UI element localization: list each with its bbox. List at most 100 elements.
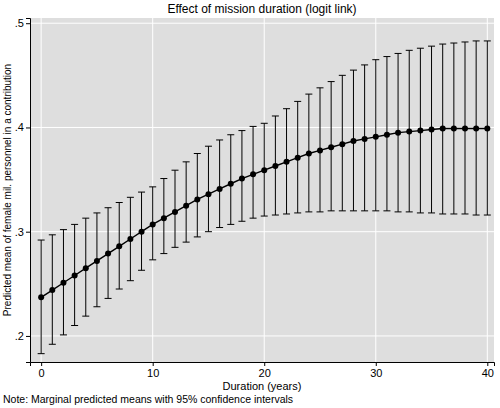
error-bar-cap: [205, 146, 212, 147]
marker: [306, 151, 312, 157]
error-bar-cap: [116, 202, 123, 203]
marker: [60, 280, 66, 286]
error-bar-cap: [317, 87, 324, 88]
y-tick: .4: [15, 121, 30, 133]
error-bar-cap: [216, 227, 223, 228]
error-bar: [439, 44, 446, 214]
error-bar: [82, 218, 89, 316]
marker: [38, 294, 44, 300]
error-bar-cap: [372, 59, 379, 60]
error-bar-cap: [149, 186, 156, 187]
error-bar-cap: [439, 44, 446, 45]
error-bar-cap: [194, 153, 201, 154]
x-tick-label: 30: [370, 367, 382, 379]
marker: [317, 147, 323, 153]
error-bar-cap: [305, 94, 312, 95]
x-tick: 10: [147, 362, 159, 379]
x-tick-label: 40: [482, 367, 494, 379]
error-bar-cap: [372, 210, 379, 211]
error-bar-cap: [49, 234, 56, 235]
error-bar: [272, 116, 279, 215]
error-bar: [484, 41, 491, 215]
x-tick: 20: [259, 362, 271, 379]
error-bar-cap: [428, 46, 435, 47]
error-bar-cap: [82, 316, 89, 317]
marker: [217, 186, 223, 192]
error-bar: [138, 192, 145, 270]
marker: [183, 203, 189, 209]
y-tick-mark: [26, 23, 30, 24]
error-bar-cap: [93, 306, 100, 307]
error-bar-cap: [149, 259, 156, 260]
error-bar-cap: [160, 178, 167, 179]
error-bar: [149, 187, 156, 260]
title: Effect of mission duration (logit link): [167, 2, 356, 16]
error-bar: [60, 230, 67, 335]
error-bar-cap: [305, 211, 312, 212]
error-bar-stem: [186, 162, 187, 242]
error-bar-cap: [250, 218, 257, 219]
error-bar: [194, 154, 201, 237]
error-bar-cap: [272, 115, 279, 116]
marker: [295, 155, 301, 161]
marker: [328, 144, 334, 150]
error-bar: [339, 75, 346, 211]
error-bar: [450, 43, 457, 214]
grid: [30, 18, 494, 362]
plot-data: [38, 41, 491, 354]
error-bar-cap: [105, 298, 112, 299]
marker: [350, 138, 356, 144]
error-bar: [395, 53, 402, 211]
error-bar-cap: [93, 212, 100, 213]
error-bar-cap: [328, 210, 335, 211]
error-bar-cap: [294, 101, 301, 102]
error-bar-cap: [127, 197, 134, 198]
y-tick-mark: [26, 336, 30, 337]
error-bar: [38, 240, 45, 354]
plot-background: [30, 18, 494, 362]
error-bar-cap: [473, 215, 480, 216]
error-bar-cap: [395, 211, 402, 212]
x-tick-label: 10: [147, 367, 159, 379]
marker: [94, 258, 100, 264]
error-bar-cap: [71, 325, 78, 326]
x-axis-title: Duration (years): [223, 380, 302, 392]
error-bar-cap: [250, 126, 257, 127]
error-bar: [383, 57, 390, 211]
error-bar-stem: [197, 154, 198, 237]
error-bar-cap: [60, 334, 67, 335]
error-bar-cap: [294, 212, 301, 213]
error-bar-cap: [127, 280, 134, 281]
error-bar-cap: [49, 344, 56, 345]
error-bar-cap: [361, 64, 368, 65]
error-bar: [216, 140, 223, 228]
y-axis-title: Predicted mean of female mil. personnel …: [2, 64, 13, 316]
error-bar-cap: [450, 43, 457, 44]
marker: [362, 136, 368, 142]
error-bar: [205, 146, 212, 231]
error-bar-cap: [261, 123, 268, 124]
error-bar: [172, 170, 179, 247]
x-tick-mark: [487, 362, 488, 366]
error-bar: [49, 235, 56, 344]
error-bar-cap: [383, 210, 390, 211]
error-bar-cap: [406, 211, 413, 212]
x-tick: 40: [482, 362, 494, 379]
grid-line: [30, 335, 494, 336]
chart: 010203040.2.3.4.5Effect of mission durat…: [0, 0, 500, 408]
y-tick-mark: [26, 127, 30, 128]
error-bar-cap: [484, 215, 491, 216]
note: Note: Marginal predicted means with 95% …: [3, 393, 293, 405]
error-bar: [462, 42, 469, 214]
grid-line: [30, 127, 494, 128]
error-bar: [294, 101, 301, 213]
marker: [83, 265, 89, 271]
y-axis: .2.3.4.5: [15, 17, 31, 362]
error-bar-cap: [462, 213, 469, 214]
marker: [373, 134, 379, 140]
error-bar-stem: [230, 135, 231, 225]
error-bar-cap: [194, 236, 201, 237]
error-bar: [127, 197, 134, 280]
marker: [239, 176, 245, 182]
error-bar-cap: [138, 192, 145, 193]
